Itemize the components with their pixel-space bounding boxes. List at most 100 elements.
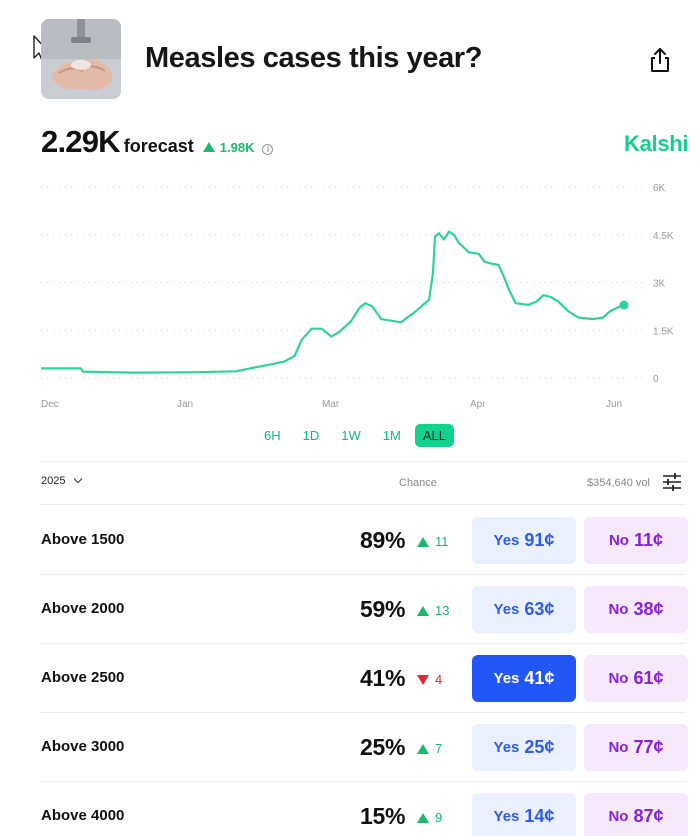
y-tick-label: 1.5K bbox=[653, 326, 674, 337]
market-label: Above 3000 bbox=[41, 738, 125, 755]
market-delta-value: 7 bbox=[435, 741, 443, 756]
y-tick-label: 6K bbox=[653, 183, 666, 194]
divider bbox=[41, 712, 686, 713]
forecast-change: 1.98K bbox=[202, 139, 255, 155]
market-chance: 89% bbox=[360, 527, 406, 553]
chevron-down-icon bbox=[74, 474, 83, 484]
yes-label: Yes bbox=[493, 532, 520, 549]
market-thumbnail bbox=[41, 19, 121, 99]
y-tick-label: 0 bbox=[653, 374, 659, 385]
buy-yes-button[interactable]: Yes 41¢ bbox=[472, 655, 576, 702]
buy-no-button[interactable]: No 77¢ bbox=[584, 724, 688, 771]
forecast-change-value: 1.98K bbox=[219, 139, 255, 155]
buy-no-button[interactable]: No 11¢ bbox=[584, 517, 688, 564]
market-label: Above 4000 bbox=[41, 807, 125, 824]
range-all[interactable]: ALL bbox=[414, 424, 454, 447]
buy-yes-button[interactable]: Yes 91¢ bbox=[472, 517, 576, 564]
up-arrow-icon bbox=[417, 605, 429, 616]
no-price: 77¢ bbox=[633, 737, 664, 757]
up-arrow-icon bbox=[417, 743, 429, 754]
brand-logo[interactable]: Kalshi bbox=[624, 131, 689, 156]
market-label: Above 1500 bbox=[41, 531, 125, 548]
market-label: Above 2000 bbox=[41, 600, 125, 617]
buy-yes-button[interactable]: Yes 25¢ bbox=[472, 724, 576, 771]
x-tick-label: Jun bbox=[606, 399, 622, 410]
down-arrow-icon bbox=[417, 674, 429, 685]
market-delta: 4 bbox=[417, 672, 442, 687]
market-delta-value: 11 bbox=[435, 534, 449, 549]
range-1w[interactable]: 1W bbox=[341, 428, 361, 443]
yes-label: Yes bbox=[493, 739, 520, 756]
no-price: 61¢ bbox=[633, 668, 664, 688]
range-1d[interactable]: 1D bbox=[302, 428, 320, 443]
hand-washing-image bbox=[41, 19, 121, 99]
divider bbox=[41, 781, 686, 782]
buy-no-button[interactable]: No 87¢ bbox=[584, 793, 688, 836]
series-line bbox=[41, 230, 625, 374]
page-title: Measles cases this year? bbox=[145, 42, 483, 74]
x-tick-label: Apr bbox=[470, 399, 486, 410]
x-tick-label: Dec bbox=[41, 399, 59, 410]
no-label: No bbox=[608, 532, 629, 549]
range-1m[interactable]: 1M bbox=[382, 428, 401, 443]
current-value-point bbox=[619, 300, 629, 310]
no-label: No bbox=[608, 601, 629, 618]
no-price: 87¢ bbox=[633, 806, 664, 826]
sliders-icon[interactable] bbox=[662, 472, 682, 492]
volume-label: $354,640 vol bbox=[587, 477, 650, 489]
market-chance: 59% bbox=[360, 596, 406, 622]
market-row[interactable]: Above 2000 59% 13 Yes 63¢ No 38¢ bbox=[41, 574, 688, 643]
no-label: No bbox=[608, 670, 629, 687]
yes-price: 41¢ bbox=[524, 668, 555, 688]
no-price: 11¢ bbox=[633, 530, 664, 550]
market-delta: 9 bbox=[417, 810, 442, 825]
divider bbox=[41, 504, 686, 505]
up-arrow-icon bbox=[417, 812, 429, 823]
yes-price: 91¢ bbox=[524, 530, 555, 550]
buy-no-button[interactable]: No 61¢ bbox=[584, 655, 688, 702]
market-chance: 25% bbox=[360, 734, 406, 760]
market-row[interactable]: Above 1500 89% 11 Yes 91¢ No 11¢ bbox=[41, 505, 688, 574]
year-dropdown[interactable]: 2025 bbox=[41, 474, 83, 487]
divider bbox=[41, 643, 686, 644]
yes-price: 25¢ bbox=[524, 737, 555, 757]
market-label: Above 2500 bbox=[41, 669, 125, 686]
market-chance: 15% bbox=[360, 803, 406, 829]
market-chance: 41% bbox=[360, 665, 406, 691]
range-6h[interactable]: 6H bbox=[264, 428, 281, 443]
buy-yes-button[interactable]: Yes 14¢ bbox=[472, 793, 576, 836]
yes-label: Yes bbox=[493, 808, 520, 825]
buy-no-button[interactable]: No 38¢ bbox=[584, 586, 688, 633]
market-row[interactable]: Above 4000 15% 9 Yes 14¢ No 87¢ bbox=[41, 781, 688, 836]
info-icon[interactable]: i bbox=[262, 144, 274, 155]
y-tick-label: 4.5K bbox=[653, 231, 674, 242]
market-delta: 13 bbox=[417, 603, 449, 618]
y-tick-label: 3K bbox=[653, 279, 666, 290]
x-tick-label: Mar bbox=[322, 399, 340, 410]
year-value: 2025 bbox=[41, 475, 66, 487]
no-label: No bbox=[608, 808, 629, 825]
no-price: 38¢ bbox=[633, 599, 664, 619]
yes-label: Yes bbox=[493, 601, 520, 618]
chance-column-header: Chance bbox=[399, 477, 437, 489]
divider bbox=[41, 574, 686, 575]
no-label: No bbox=[608, 739, 629, 756]
yes-price: 63¢ bbox=[524, 599, 555, 619]
market-delta: 11 bbox=[417, 534, 449, 549]
forecast-summary: 2.29K forecast 1.98K i bbox=[41, 124, 274, 164]
market-row[interactable]: Above 3000 25% 7 Yes 25¢ No 77¢ bbox=[41, 712, 688, 781]
market-delta-value: 4 bbox=[435, 672, 443, 687]
up-arrow-icon bbox=[202, 142, 215, 152]
buy-yes-button[interactable]: Yes 63¢ bbox=[472, 586, 576, 633]
divider bbox=[41, 461, 686, 462]
x-tick-label: Jan bbox=[177, 399, 193, 410]
forecast-label: forecast bbox=[123, 136, 194, 156]
market-delta-value: 9 bbox=[435, 810, 443, 825]
market-delta: 7 bbox=[417, 741, 442, 756]
time-range-selector: 6H 1D 1W 1M ALL bbox=[256, 424, 460, 447]
market-row[interactable]: Above 2500 41% 4 Yes 41¢ No 61¢ bbox=[41, 643, 688, 712]
forecast-chart: 6K 4.5K 3K 1.5K 0 Dec Jan Mar Apr Jun bbox=[0, 175, 698, 415]
yes-price: 14¢ bbox=[524, 806, 555, 826]
share-icon[interactable] bbox=[647, 46, 673, 74]
forecast-value: 2.29K bbox=[41, 124, 121, 159]
